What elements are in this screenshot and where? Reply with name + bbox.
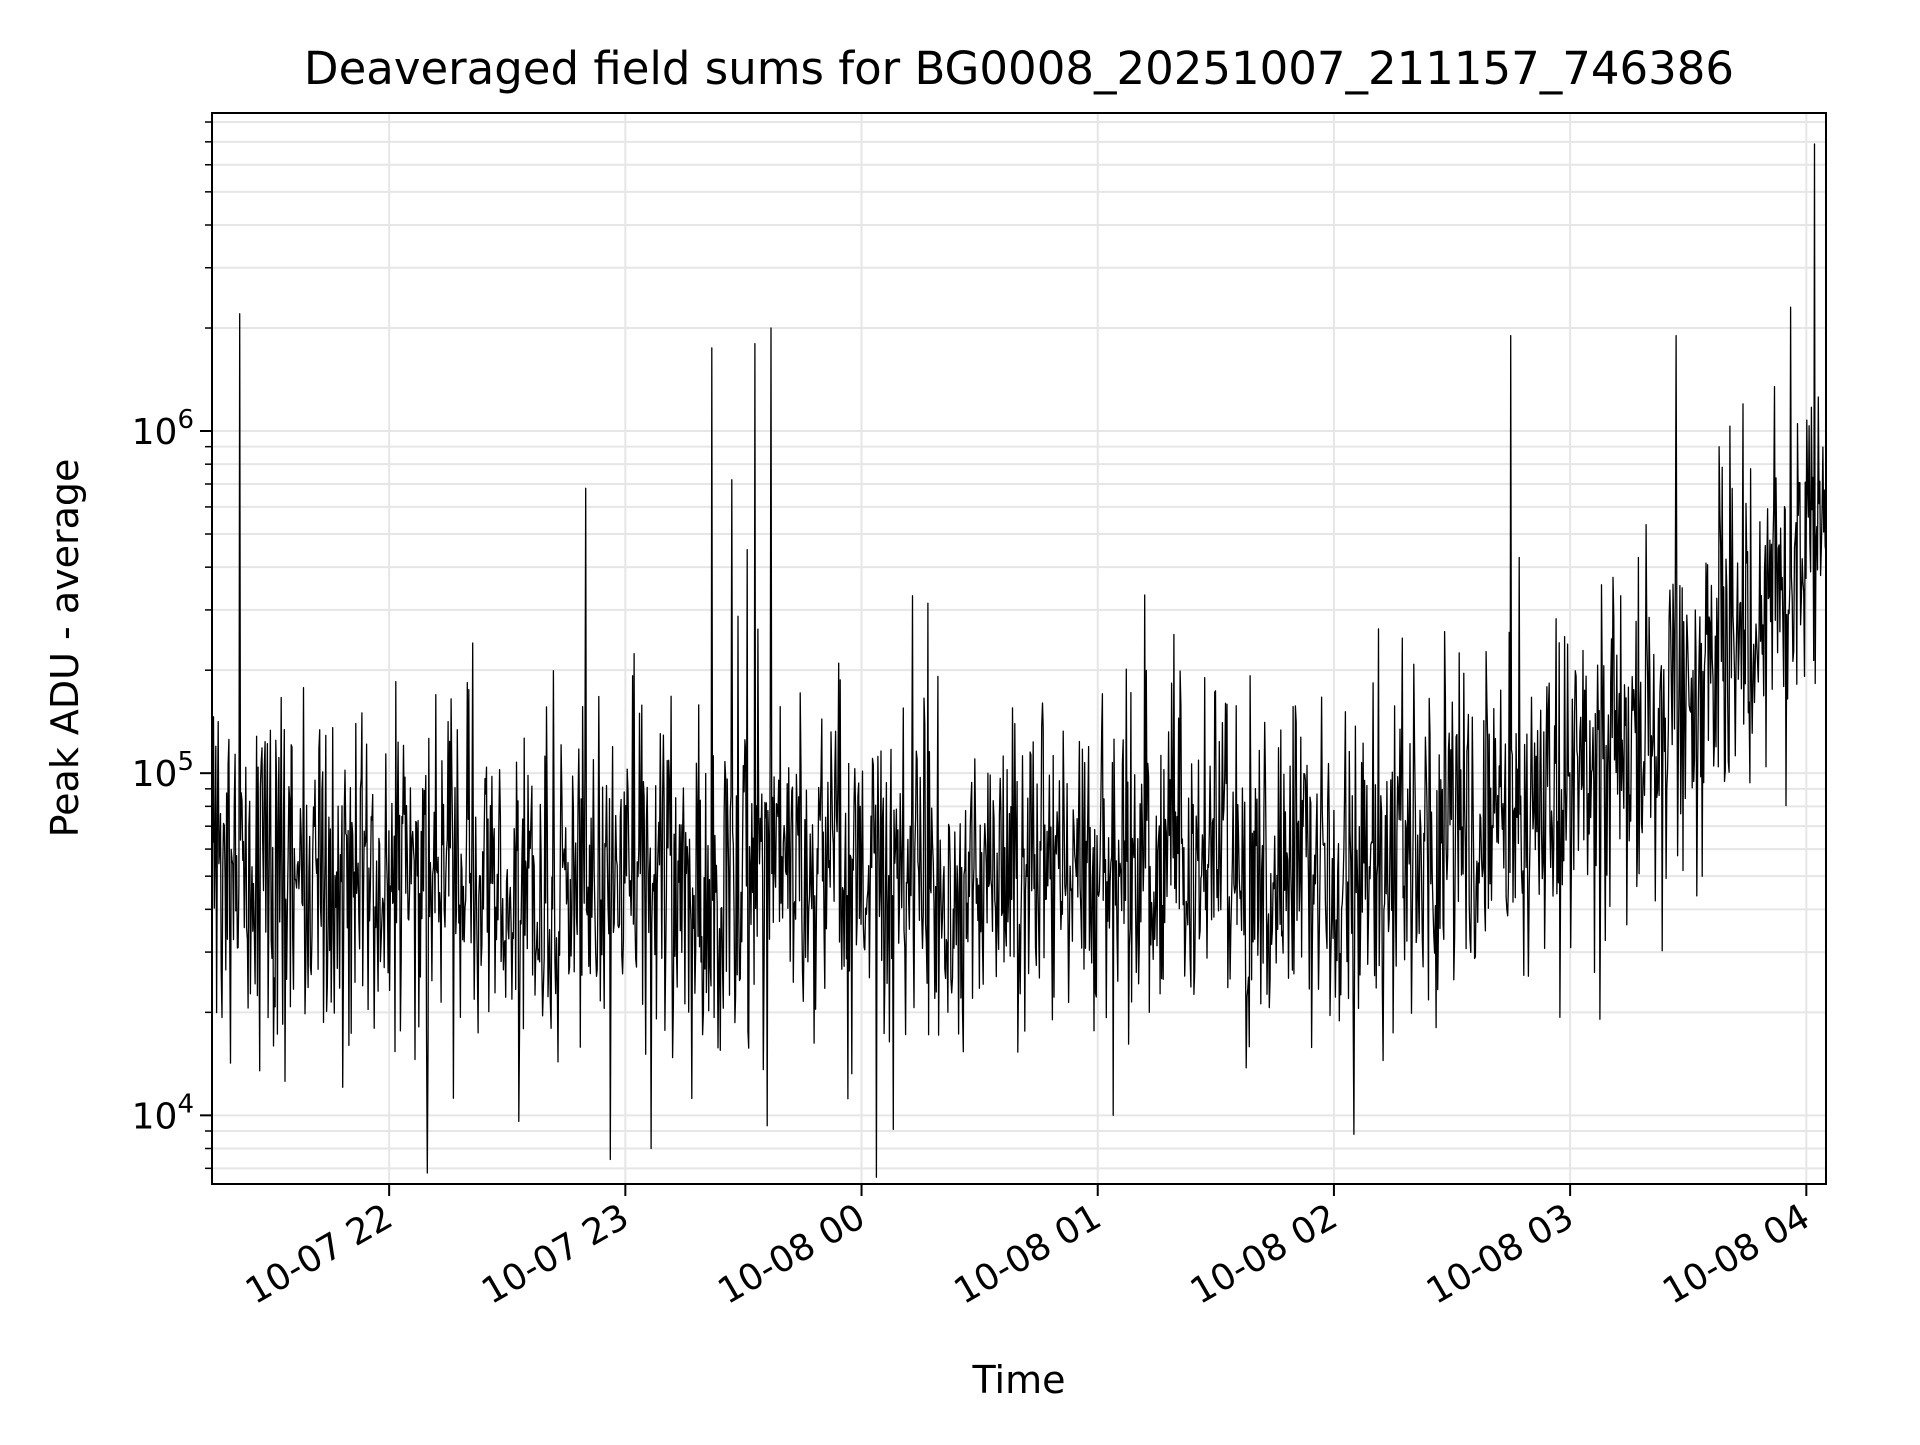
series-line [211,143,1827,1178]
chart-title: Deaveraged field sums for BG0008_2025100… [304,42,1734,95]
y-tick-label: 104 [132,1089,194,1137]
y-tick-label: 105 [132,747,194,795]
y-axis-label: Peak ADU - average [43,459,87,838]
series-layer [211,143,1827,1178]
plot-frame [211,112,1827,1185]
plot-area [212,113,1826,1184]
y-tick-label: 106 [132,405,194,453]
x-axis-label: Time [972,1358,1066,1402]
